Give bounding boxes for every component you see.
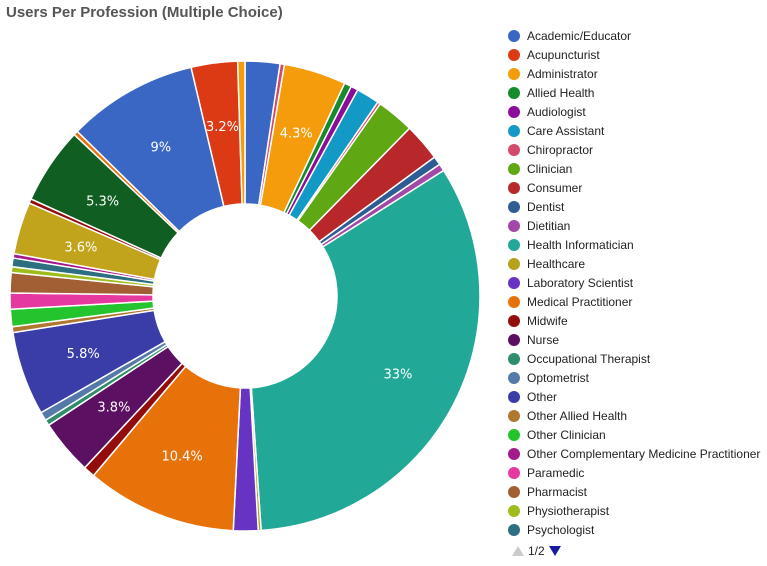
legend-item[interactable]: Chiropractor: [508, 140, 766, 159]
legend-label: Audiologist: [527, 104, 586, 119]
legend-item[interactable]: Dietitian: [508, 216, 766, 235]
legend-label: Laboratory Scientist: [527, 275, 634, 290]
legend-swatch: [508, 447, 520, 460]
legend-swatch: [508, 86, 520, 99]
legend-pager: 1/2: [508, 544, 565, 558]
legend-label: Consumer: [527, 180, 583, 195]
legend-label: Administrator: [527, 66, 598, 81]
legend-swatch: [508, 29, 520, 42]
legend-swatch: [508, 257, 520, 270]
legend-item[interactable]: Laboratory Scientist: [508, 273, 766, 292]
slice-data-label: 10.4%: [161, 450, 202, 465]
legend-label: Physiotherapist: [527, 503, 610, 518]
legend-swatch: [508, 295, 520, 308]
legend-item[interactable]: Other Complementary Medicine Practitione…: [508, 444, 766, 463]
legend-label: Medical Practitioner: [527, 294, 633, 309]
legend-swatch: [508, 485, 520, 498]
legend-swatch: [508, 276, 520, 289]
legend-swatch: [508, 48, 520, 61]
slice-data-label: 9%: [150, 141, 171, 156]
legend-swatch: [508, 67, 520, 80]
legend-item[interactable]: Audiologist: [508, 102, 766, 121]
slice-data-label: 3.8%: [97, 401, 130, 416]
legend-swatch: [508, 333, 520, 346]
legend-label: Nurse: [527, 332, 560, 347]
legend-item[interactable]: Optometrist: [508, 368, 766, 387]
legend-page-down-icon[interactable]: [548, 546, 561, 556]
legend-label: Optometrist: [527, 370, 590, 385]
legend-item[interactable]: Medical Practitioner: [508, 292, 766, 311]
legend-label: Chiropractor: [527, 142, 594, 157]
legend-item[interactable]: Dentist: [508, 197, 766, 216]
legend-label: Midwife: [527, 313, 568, 328]
legend-label: Other Allied Health: [527, 408, 628, 423]
legend-item[interactable]: Other Clinician: [508, 425, 766, 444]
legend-label: Healthcare: [527, 256, 586, 271]
legend-swatch: [508, 523, 520, 536]
legend-swatch: [508, 143, 520, 156]
legend-label: Psychologist: [527, 522, 595, 537]
legend-swatch: [508, 504, 520, 517]
legend-item[interactable]: Midwife: [508, 311, 766, 330]
legend-page-label: 1/2: [528, 544, 545, 558]
legend-swatch: [508, 124, 520, 137]
legend-item[interactable]: Care Assistant: [508, 121, 766, 140]
legend-item[interactable]: Consumer: [508, 178, 766, 197]
legend-swatch: [508, 219, 520, 232]
legend-label: Pharmacist: [527, 484, 588, 499]
slice-data-label: 33%: [384, 368, 413, 383]
legend-item[interactable]: Physiotherapist: [508, 501, 766, 520]
legend-label: Occupational Therapist: [527, 351, 651, 366]
legend-label: Allied Health: [527, 85, 595, 100]
slice-data-label: 5.3%: [86, 194, 119, 209]
pie-slice[interactable]: [236, 60, 246, 205]
legend-label: Acupuncturist: [527, 47, 600, 62]
legend-item[interactable]: Health Informatician: [508, 235, 766, 254]
legend-item[interactable]: Other: [508, 387, 766, 406]
legend-item[interactable]: Nurse: [508, 330, 766, 349]
slice-data-label: 3.2%: [206, 120, 239, 135]
legend-label: Other Complementary Medicine Practitione…: [527, 446, 761, 461]
donut-chart: 4.3% 33% 10.4% 3.8% 5.8% 3.6% 5.3% 9% 3.2%: [9, 60, 481, 532]
legend-swatch: [508, 162, 520, 175]
legend-item[interactable]: Healthcare: [508, 254, 766, 273]
legend-label: Other: [527, 389, 558, 404]
legend-item[interactable]: Academic/Educator: [508, 26, 766, 45]
legend-swatch: [508, 105, 520, 118]
legend-item[interactable]: Acupuncturist: [508, 45, 766, 64]
legend-item[interactable]: Other Allied Health: [508, 406, 766, 425]
chart-legend: Academic/Educator Acupuncturist Administra…: [508, 26, 766, 539]
legend-item[interactable]: Paramedic: [508, 463, 766, 482]
slice-data-label: 3.6%: [64, 240, 97, 255]
legend-label: Care Assistant: [527, 123, 605, 138]
legend-swatch: [508, 181, 520, 194]
legend-swatch: [508, 466, 520, 479]
legend-swatch: [508, 200, 520, 213]
legend-swatch: [508, 314, 520, 327]
slice-data-label: 5.8%: [67, 347, 100, 362]
slice-data-label: 4.3%: [280, 126, 313, 141]
legend-swatch: [508, 409, 520, 422]
legend-page-up-icon[interactable]: [512, 546, 524, 556]
legend-swatch: [508, 428, 520, 441]
legend-item[interactable]: Clinician: [508, 159, 766, 178]
chart-title: Users Per Profession (Multiple Choice): [6, 4, 283, 21]
legend-swatch: [508, 371, 520, 384]
legend-label: Dentist: [527, 199, 565, 214]
pie-slice[interactable]: [250, 169, 481, 532]
legend-item[interactable]: Administrator: [508, 64, 766, 83]
legend-item[interactable]: Pharmacist: [508, 482, 766, 501]
legend-item[interactable]: Allied Health: [508, 83, 766, 102]
legend-label: Paramedic: [527, 465, 585, 480]
legend-swatch: [508, 238, 520, 251]
legend-label: Academic/Educator: [527, 28, 632, 43]
legend-label: Health Informatician: [527, 237, 634, 252]
legend-label: Clinician: [527, 161, 573, 176]
legend-swatch: [508, 352, 520, 365]
legend-label: Dietitian: [527, 218, 571, 233]
legend-item[interactable]: Psychologist: [508, 520, 766, 539]
legend-swatch: [508, 390, 520, 403]
legend-item[interactable]: Occupational Therapist: [508, 349, 766, 368]
legend-label: Other Clinician: [527, 427, 606, 442]
